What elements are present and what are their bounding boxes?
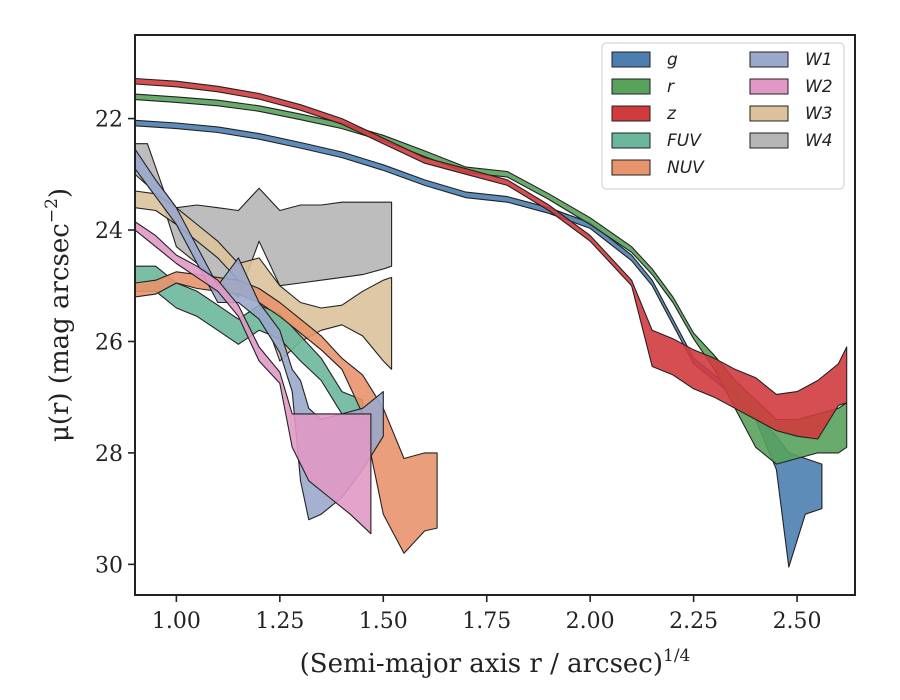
- legend-swatch-nuv: [611, 159, 651, 176]
- y-tick-label: 30: [95, 553, 123, 578]
- legend-swatch-w1: [749, 51, 789, 68]
- y-axis-label: μ(r) (mag arcsec−2): [42, 188, 75, 442]
- y-tick-label: 28: [95, 442, 123, 467]
- legend-swatch-z: [611, 105, 651, 122]
- legend-label-g: g: [667, 50, 678, 70]
- x-tick-label: 1.00: [152, 609, 201, 634]
- legend-label-w4: W4: [805, 131, 833, 151]
- x-tick-label: 2.50: [773, 609, 822, 634]
- legend-swatch-fuv: [611, 132, 651, 149]
- legend-label-fuv: FUV: [667, 131, 702, 151]
- legend-label-z: z: [666, 104, 677, 124]
- x-tick-label: 1.50: [359, 609, 408, 634]
- band-w2: [135, 221, 372, 535]
- legend-swatch-w3: [749, 105, 789, 122]
- legend-swatch-w2: [749, 78, 789, 95]
- x-tick-label: 1.25: [255, 609, 304, 634]
- profile-bands: [135, 77, 848, 568]
- plot-frame: [134, 34, 856, 596]
- legend-label-w3: W3: [805, 104, 833, 124]
- legend-label-r: r: [667, 77, 675, 97]
- legend-label-w2: W2: [805, 77, 833, 97]
- x-axis-label: (Semi-major axis r / arcsec)1/4: [300, 646, 691, 679]
- band-w3: [135, 190, 393, 370]
- band-z: [135, 77, 848, 440]
- legend-items: grz FUV NUV W1 W2 W3 W4: [611, 50, 833, 178]
- band-g: [135, 119, 823, 568]
- y-tick-label: 22: [95, 108, 123, 133]
- x-tick-label: 2.25: [669, 609, 718, 634]
- y-tick-label: 26: [95, 330, 123, 355]
- legend: grz FUV NUV W1 W2 W3 W4: [601, 42, 845, 190]
- y-axis-ticks: 22 24 26 28 30: [95, 108, 135, 578]
- legend-swatch-g: [611, 51, 651, 68]
- y-tick-label: 24: [95, 219, 123, 244]
- x-axis-ticks: 1.00 1.25 1.50 1.75 2.00 2.25 2.50: [152, 595, 822, 634]
- legend-label-nuv: NUV: [667, 158, 705, 178]
- legend-swatch-r: [611, 78, 651, 95]
- legend-swatch-w4: [749, 132, 789, 149]
- legend-label-w1: W1: [805, 50, 833, 70]
- x-tick-label: 1.75: [462, 609, 511, 634]
- x-tick-label: 2.00: [566, 609, 615, 634]
